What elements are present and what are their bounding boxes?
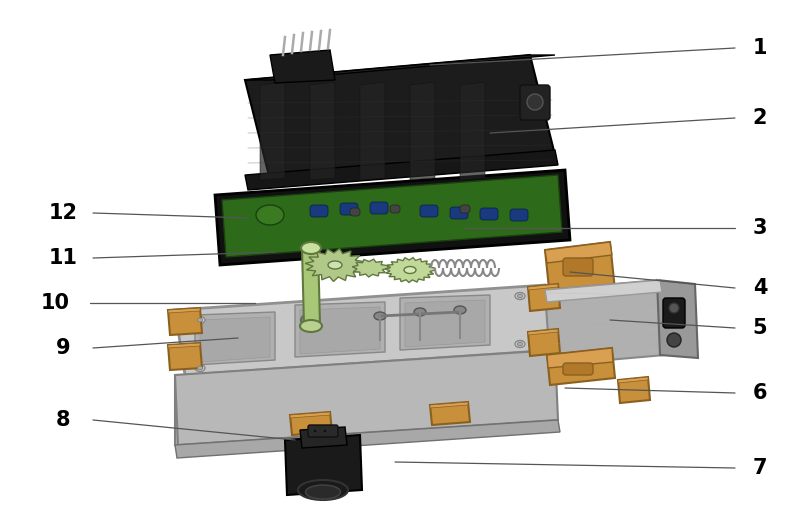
Polygon shape	[430, 402, 470, 425]
FancyBboxPatch shape	[390, 205, 400, 213]
Ellipse shape	[517, 294, 523, 298]
Polygon shape	[200, 317, 270, 362]
Text: 8: 8	[56, 410, 70, 430]
Ellipse shape	[404, 267, 416, 274]
Polygon shape	[305, 249, 365, 281]
Polygon shape	[290, 412, 332, 435]
Ellipse shape	[667, 333, 681, 347]
Ellipse shape	[515, 292, 525, 299]
FancyBboxPatch shape	[350, 208, 360, 216]
Polygon shape	[547, 348, 613, 368]
Text: 12: 12	[49, 203, 77, 223]
Ellipse shape	[374, 312, 386, 320]
Polygon shape	[528, 329, 558, 335]
Text: 11: 11	[49, 248, 77, 268]
Polygon shape	[547, 348, 615, 385]
Ellipse shape	[515, 341, 525, 348]
Polygon shape	[175, 285, 555, 375]
FancyBboxPatch shape	[420, 205, 438, 217]
Polygon shape	[385, 258, 435, 282]
Polygon shape	[270, 50, 335, 83]
Polygon shape	[245, 55, 555, 80]
FancyBboxPatch shape	[480, 208, 498, 220]
Ellipse shape	[256, 205, 284, 225]
Polygon shape	[302, 247, 320, 326]
Text: 3: 3	[753, 218, 767, 238]
Polygon shape	[175, 420, 560, 458]
Polygon shape	[545, 280, 662, 302]
Polygon shape	[410, 82, 435, 180]
Polygon shape	[295, 302, 385, 357]
Polygon shape	[300, 427, 347, 448]
FancyBboxPatch shape	[370, 202, 388, 214]
Polygon shape	[290, 412, 330, 418]
Text: 9: 9	[56, 338, 70, 358]
Polygon shape	[657, 280, 698, 358]
Polygon shape	[260, 82, 285, 180]
Text: 4: 4	[753, 278, 767, 298]
Ellipse shape	[306, 485, 341, 499]
FancyBboxPatch shape	[563, 363, 593, 375]
Polygon shape	[168, 308, 200, 313]
Polygon shape	[168, 343, 202, 370]
Polygon shape	[528, 284, 560, 311]
Polygon shape	[175, 375, 185, 445]
Ellipse shape	[517, 342, 523, 346]
Polygon shape	[528, 284, 558, 290]
Polygon shape	[245, 55, 555, 180]
Polygon shape	[168, 343, 200, 348]
Polygon shape	[545, 242, 615, 298]
Text: 6: 6	[753, 383, 767, 403]
Text: 10: 10	[41, 293, 69, 313]
Ellipse shape	[195, 364, 205, 372]
Ellipse shape	[527, 94, 543, 110]
Ellipse shape	[301, 314, 319, 326]
Polygon shape	[245, 150, 558, 190]
FancyBboxPatch shape	[563, 258, 593, 276]
Polygon shape	[310, 82, 335, 180]
Text: 1: 1	[753, 38, 767, 58]
Polygon shape	[168, 308, 202, 335]
FancyBboxPatch shape	[310, 205, 328, 217]
Polygon shape	[360, 82, 385, 180]
Polygon shape	[460, 82, 485, 180]
Polygon shape	[195, 312, 275, 365]
FancyBboxPatch shape	[450, 207, 468, 219]
Ellipse shape	[298, 480, 348, 500]
Ellipse shape	[328, 261, 342, 269]
FancyBboxPatch shape	[340, 203, 358, 215]
Polygon shape	[545, 280, 665, 365]
Polygon shape	[222, 175, 562, 257]
Polygon shape	[400, 295, 490, 350]
Polygon shape	[175, 350, 558, 445]
Ellipse shape	[301, 242, 321, 254]
FancyBboxPatch shape	[308, 425, 338, 437]
Ellipse shape	[197, 318, 203, 322]
Polygon shape	[545, 242, 612, 263]
Ellipse shape	[197, 366, 203, 370]
Polygon shape	[300, 307, 380, 354]
Ellipse shape	[454, 306, 466, 314]
Ellipse shape	[414, 308, 426, 316]
Ellipse shape	[313, 429, 317, 433]
FancyBboxPatch shape	[460, 205, 470, 213]
Ellipse shape	[195, 317, 205, 323]
Polygon shape	[618, 377, 650, 403]
Polygon shape	[352, 259, 388, 277]
FancyBboxPatch shape	[510, 209, 528, 221]
FancyBboxPatch shape	[520, 85, 550, 120]
FancyBboxPatch shape	[663, 298, 685, 328]
Polygon shape	[405, 300, 485, 347]
Text: 7: 7	[753, 458, 767, 478]
Polygon shape	[618, 377, 648, 383]
Text: 2: 2	[753, 108, 767, 128]
Polygon shape	[528, 329, 560, 356]
Text: 5: 5	[753, 318, 768, 338]
Ellipse shape	[669, 303, 679, 313]
Polygon shape	[215, 170, 570, 265]
Ellipse shape	[300, 320, 322, 332]
Ellipse shape	[323, 429, 327, 433]
Polygon shape	[430, 402, 468, 408]
Polygon shape	[285, 435, 362, 495]
